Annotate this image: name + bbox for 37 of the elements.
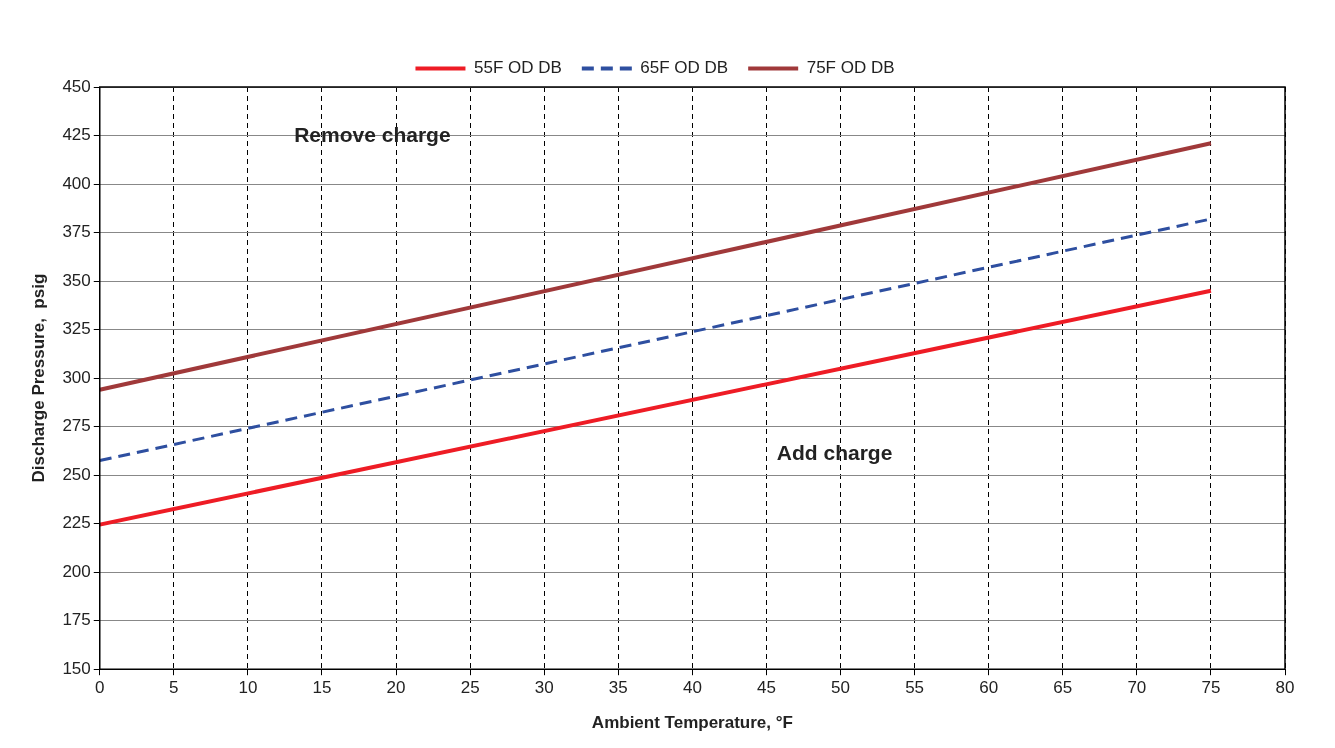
x-tick-label: 75 <box>1201 678 1221 698</box>
x-tick-label: 20 <box>386 678 406 698</box>
y-tick-label: 325 <box>62 319 91 339</box>
x-tick-label: 40 <box>682 678 702 698</box>
y-tick-label: 300 <box>62 367 91 387</box>
y-tick-label: 200 <box>62 561 91 581</box>
legend-label: 55F OD DB <box>473 58 562 78</box>
legend-label: 65F OD DB <box>640 58 729 78</box>
y-tick-label: 450 <box>62 76 91 96</box>
y-axis-title: Discharge Pressure, psig <box>28 273 48 483</box>
y-tick-label: 175 <box>62 610 91 630</box>
x-tick-label: 30 <box>534 678 554 698</box>
y-tick-label: 425 <box>62 125 91 145</box>
y-tick-label: 400 <box>62 173 91 193</box>
y-tick-label: 350 <box>62 270 91 290</box>
y-tick-label: 375 <box>62 222 91 242</box>
x-tick-label: 65 <box>1053 678 1073 698</box>
x-tick-label: 60 <box>979 678 999 698</box>
legend-label: 75F OD DB <box>806 58 895 78</box>
x-tick-label: 15 <box>312 678 332 698</box>
y-tick-label: 275 <box>62 416 91 436</box>
x-axis-title: Ambient Temperature, °F <box>591 713 793 733</box>
x-tick-label: 55 <box>905 678 925 698</box>
annotation: Remove charge <box>294 123 451 147</box>
x-tick-label: 50 <box>831 678 850 698</box>
x-tick-label: 45 <box>757 678 776 698</box>
x-tick-label: 25 <box>460 678 480 698</box>
annotation: Add charge <box>776 440 893 464</box>
y-tick-label: 250 <box>62 464 91 484</box>
x-tick-label: 10 <box>238 678 258 698</box>
x-tick-label: 80 <box>1275 678 1295 698</box>
x-tick-label: 5 <box>169 678 179 698</box>
x-tick-label: 70 <box>1127 678 1147 698</box>
y-tick-label: 150 <box>62 658 91 678</box>
x-tick-label: 0 <box>95 678 105 698</box>
y-tick-label: 225 <box>62 513 91 533</box>
x-tick-label: 35 <box>608 678 628 698</box>
